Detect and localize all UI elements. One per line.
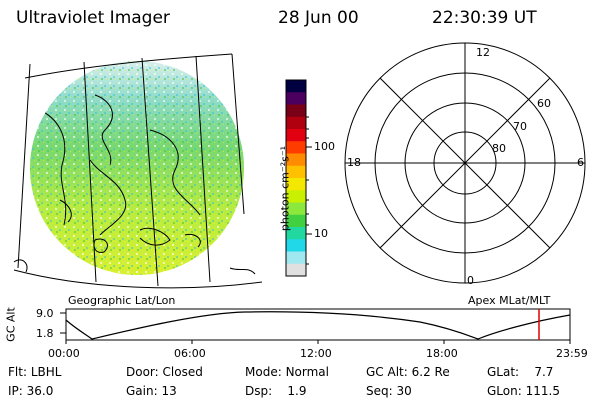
colorbar-band	[286, 239, 306, 252]
info-ip: IP: 36.0	[8, 384, 54, 398]
altitude-ytick-high: 9.0	[36, 307, 54, 320]
colorbar-frame	[285, 79, 307, 277]
mlt-label-6: 6	[577, 156, 584, 169]
geographic-grid	[13, 53, 263, 289]
info-flt: Flt: LBHL	[8, 365, 62, 379]
polar-grid	[344, 42, 586, 284]
info-seq: Seq: 30	[366, 384, 412, 398]
colorbar-band	[286, 80, 306, 93]
info-gc-alt: GC Alt: 6.2 Re	[366, 365, 450, 379]
colorbar-band	[286, 153, 306, 167]
colorbar-band	[286, 141, 306, 154]
info-glat: GLat: 7.7	[487, 365, 554, 379]
colorbar-band	[286, 202, 306, 216]
colorbar-band	[286, 251, 306, 265]
colorbar-band	[286, 92, 306, 105]
info-mode: Mode: Normal	[245, 365, 329, 379]
colorbar-band	[286, 116, 306, 130]
altitude-ytick-low: 1.8	[36, 327, 54, 340]
colorbar-band	[286, 165, 306, 179]
info-dsp: Dsp: 1.9	[245, 384, 307, 398]
altitude-plot	[60, 308, 571, 344]
colorbar-band	[286, 178, 306, 191]
altitude-curve	[65, 311, 571, 340]
info-door: Door: Closed	[126, 365, 203, 379]
altitude-xtick-0: 00:00	[48, 347, 80, 360]
colorbar-tick-10: 10	[314, 227, 328, 240]
mlt-label-0: 0	[467, 274, 474, 287]
colorbar-band	[286, 214, 306, 228]
uv-image-disc	[30, 61, 244, 275]
info-glon: GLon: 111.5	[487, 384, 560, 398]
colorbar-band	[286, 263, 306, 277]
mlat-label-70: 70	[513, 120, 527, 133]
date-label: 28 Jun 00	[278, 8, 359, 28]
altitude-xtick-3: 18:00	[426, 347, 458, 360]
info-gain: Gain: 13	[126, 384, 177, 398]
altitude-xtick-2: 12:00	[300, 347, 332, 360]
right-panel-caption: Apex MLat/MLT	[468, 294, 551, 307]
left-panel-caption: Geographic Lat/Lon	[68, 294, 176, 307]
colorbar-band	[286, 104, 306, 118]
colorbar-band	[286, 190, 306, 203]
altitude-ylabel: GC Alt	[4, 307, 18, 342]
mlt-label-12: 12	[476, 46, 490, 59]
colorbar-label: photon cm⁻²s⁻¹	[278, 145, 292, 232]
instrument-title: Ultraviolet Imager	[16, 8, 170, 28]
colorbar-band	[286, 227, 306, 240]
altitude-xtick-1: 06:00	[174, 347, 206, 360]
mlat-label-80: 80	[492, 142, 506, 155]
coastline-outside	[13, 259, 256, 275]
mlat-label-60: 60	[537, 97, 551, 110]
altitude-xtick-4: 23:59	[556, 347, 588, 360]
colorbar-band	[286, 129, 306, 142]
mlt-label-18: 18	[347, 156, 361, 169]
time-label: 22:30:39 UT	[432, 8, 537, 28]
colorbar-tick-100: 100	[314, 140, 335, 153]
colorbar	[286, 80, 306, 277]
